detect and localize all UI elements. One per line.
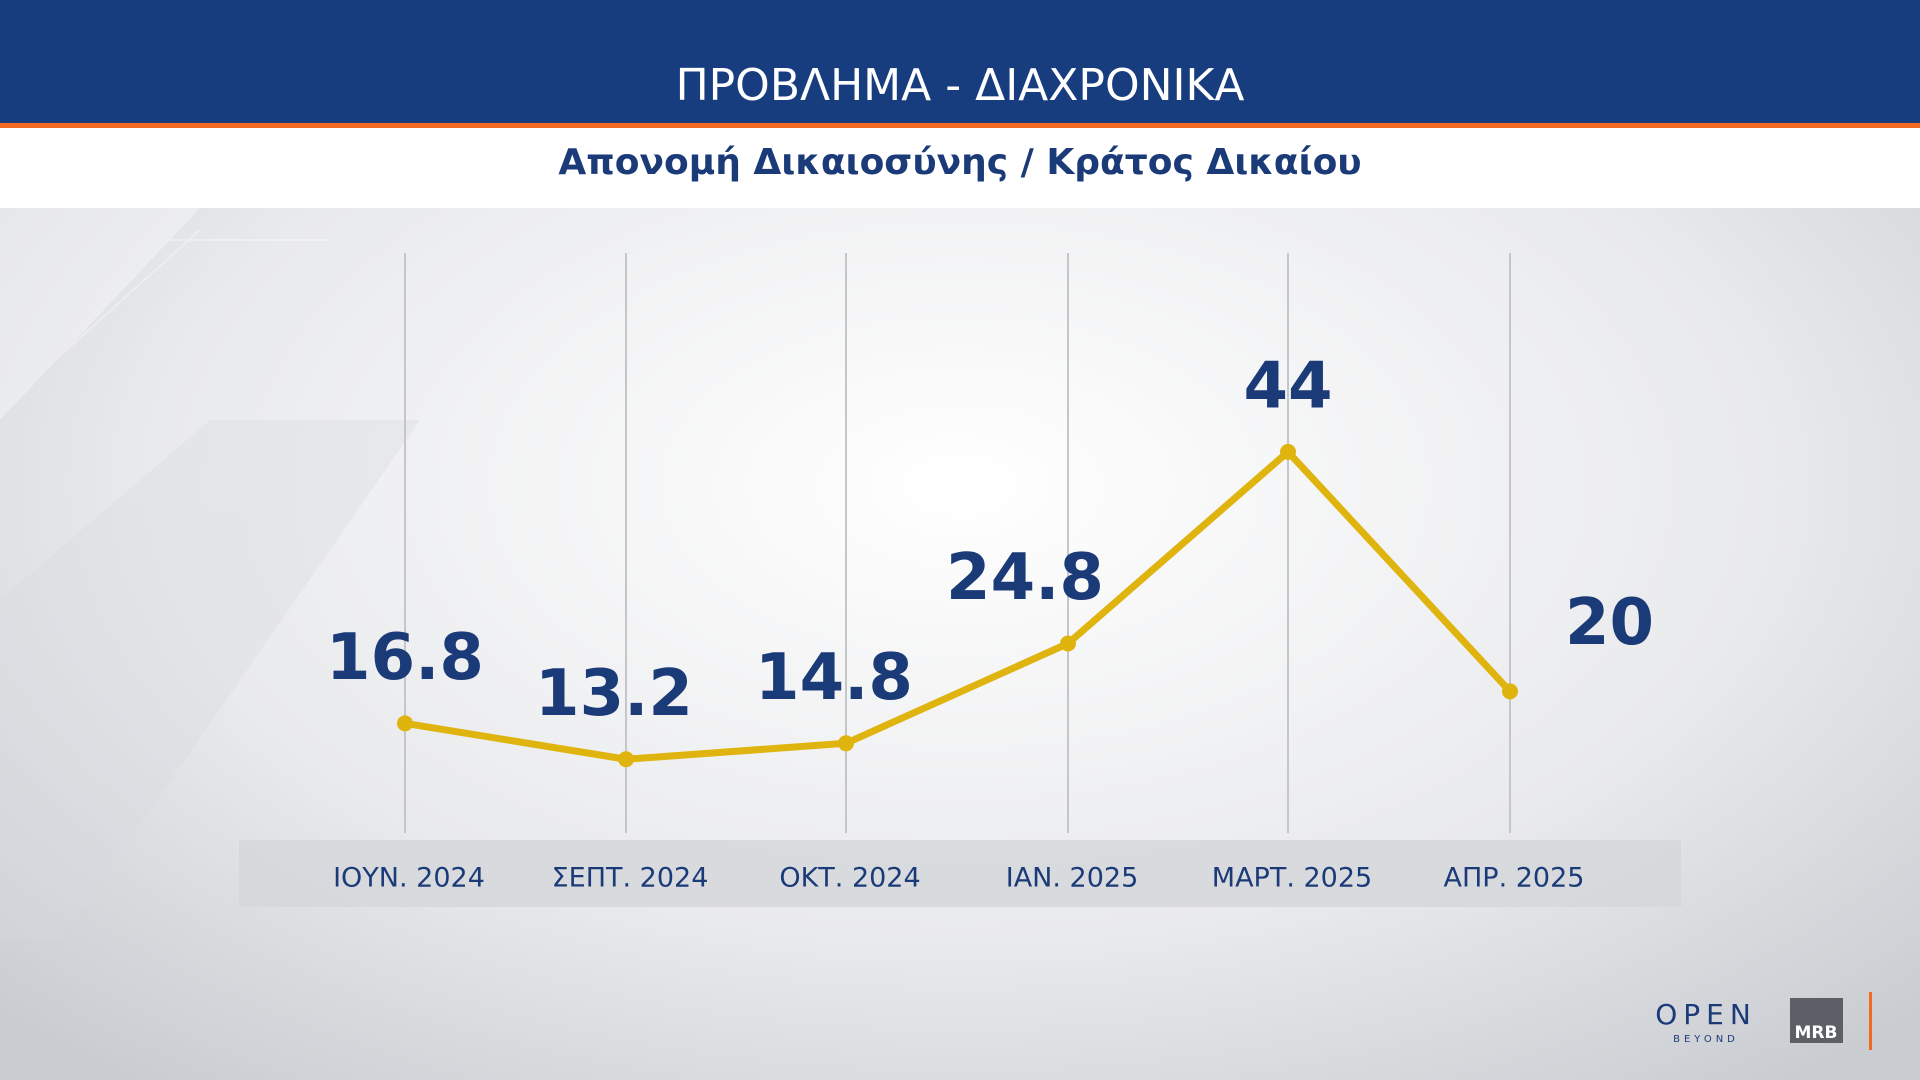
x-tick-label: ΜΑΡΤ. 2025 [1212, 863, 1372, 894]
logo-divider [1869, 992, 1872, 1050]
data-point [618, 751, 634, 768]
x-tick-label: ΙΟΥΝ. 2024 [333, 863, 485, 894]
x-tick-label: ΑΠΡ. 2025 [1444, 863, 1585, 894]
logos: OPEN BEYOND MRB [1655, 992, 1872, 1050]
chart-subtitle: Απονομή Δικαιοσύνης / Κράτος Δικαίου [558, 142, 1361, 183]
value-label: 44 [1243, 349, 1332, 423]
data-point [1060, 635, 1076, 652]
value-label: 14.8 [755, 641, 913, 715]
value-label: 20 [1565, 586, 1654, 660]
header-accent [0, 123, 1920, 128]
value-label: 16.8 [326, 621, 484, 695]
x-tick-label: ΣΕΠΤ. 2024 [552, 863, 709, 894]
x-tick-label: ΙΑΝ. 2025 [1006, 863, 1139, 894]
data-line [404, 448, 1513, 763]
data-point [397, 715, 413, 732]
chart-title: ΠΡΟΒΛΗΜΑ - ΔΙΑΧΡΟΝΙΚΑ [676, 60, 1245, 111]
pollster-logo-box [1790, 998, 1843, 1043]
background-decoration [0, 208, 420, 940]
value-label: 13.2 [535, 657, 693, 731]
plot-area: ΙΟΥΝ. 2024 ΣΕΠΤ. 2024 ΟΚΤ. 2024 ΙΑΝ. 2025 ΜΑ… [326, 253, 1654, 894]
category-band [239, 840, 1681, 907]
subtitle-bar [0, 128, 1920, 208]
data-point [1502, 683, 1518, 700]
channel-logo: OPEN [1655, 998, 1757, 1031]
value-label: 24.8 [946, 541, 1104, 615]
data-point [1280, 443, 1296, 460]
channel-tagline: BEYOND [1673, 1034, 1739, 1045]
pollster-logo: MRB [1795, 1023, 1838, 1043]
data-point [838, 735, 854, 752]
x-tick-label: ΟΚΤ. 2024 [779, 863, 920, 894]
header-bar [0, 0, 1920, 123]
